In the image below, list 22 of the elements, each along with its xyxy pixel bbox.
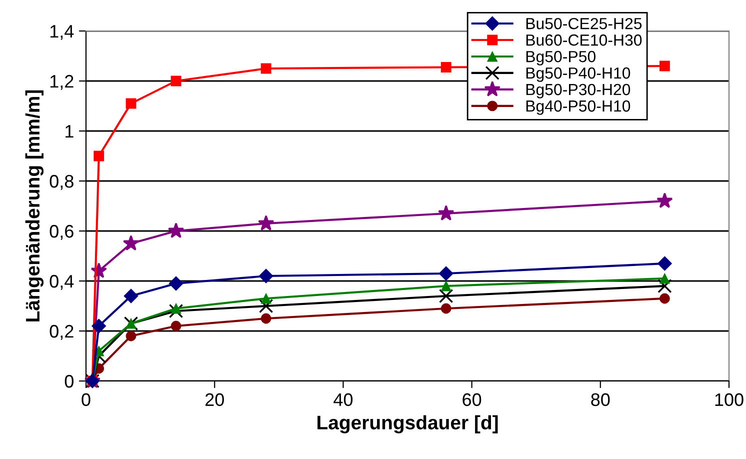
- x-axis-title: Lagerungsdauer [d]: [318, 415, 498, 434]
- legend-label: Bg50-P40-H10: [526, 67, 630, 82]
- y-tick-label: 0,6: [50, 224, 74, 240]
- legend-label: Bg50-P50: [526, 50, 596, 66]
- x-tick-label: 20: [205, 393, 224, 406]
- y-tick-label: 0,4: [50, 274, 74, 290]
- y-axis-title: Längenänderung [mm/m]: [25, 90, 44, 322]
- x-tick-label: 60: [462, 393, 482, 406]
- legend-label: Bu60-CE10-H30: [526, 34, 642, 46]
- y-tick-label: 1,4: [50, 25, 74, 40]
- x-tick-label: 40: [334, 393, 353, 406]
- legend-label: Bg40-P50-H10: [526, 100, 630, 115]
- y-tick-label: 1,2: [50, 74, 74, 90]
- y-tick-label: 0,2: [50, 324, 74, 340]
- legend-label: Bg50-P30-H20: [526, 84, 630, 98]
- x-tick-label: 80: [591, 393, 610, 406]
- x-tick-label: 100: [715, 393, 744, 406]
- y-tick-label: 0,8: [50, 174, 74, 190]
- y-tick-label: 0: [64, 374, 74, 388]
- x-tick-label: 0: [82, 393, 90, 406]
- y-tick-label: 1: [66, 125, 74, 138]
- legend-label: Bu50-CE25-H25: [526, 18, 642, 30]
